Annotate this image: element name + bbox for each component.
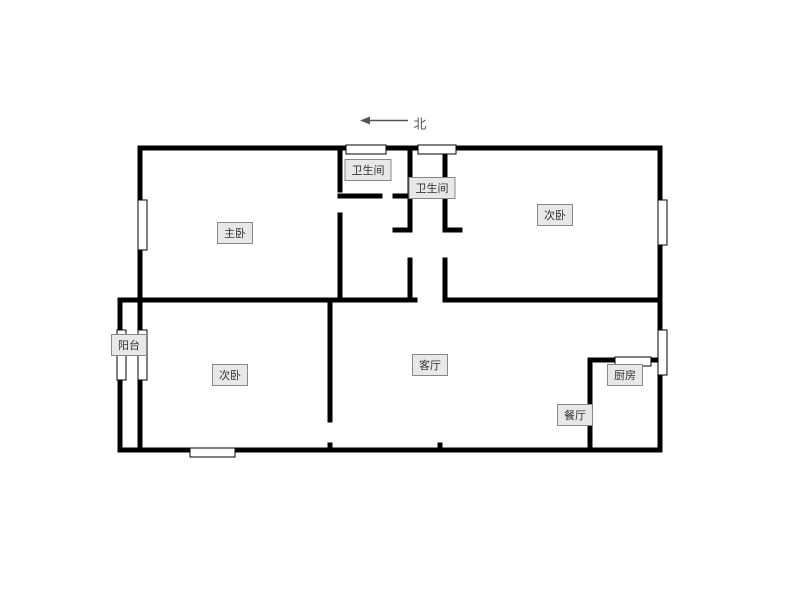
- compass-label: 北: [413, 114, 426, 133]
- wall-opening: [346, 145, 386, 154]
- floorplan-canvas: [0, 0, 800, 600]
- wall-opening: [658, 200, 667, 245]
- room-label: 主卧: [217, 222, 253, 244]
- wall-opening: [138, 200, 147, 250]
- room-label: 次卧: [212, 364, 248, 386]
- wall-opening: [658, 330, 667, 375]
- room-label: 餐厅: [557, 404, 593, 426]
- room-label: 卫生间: [409, 177, 456, 199]
- room-label: 厨房: [607, 364, 643, 386]
- wall-opening: [190, 448, 235, 457]
- room-label: 客厅: [412, 354, 448, 376]
- room-label: 阳台: [111, 334, 147, 356]
- compass-arrow: [360, 113, 410, 134]
- room-label: 次卧: [537, 204, 573, 226]
- wall-opening: [418, 145, 456, 154]
- room-label: 卫生间: [345, 159, 392, 181]
